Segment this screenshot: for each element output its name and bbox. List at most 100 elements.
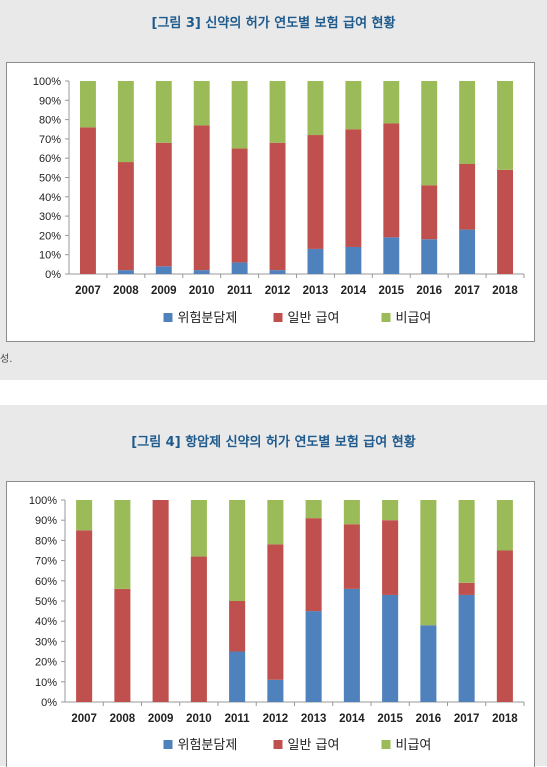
chart4-bar-2011-s0 bbox=[229, 651, 246, 702]
figure-3-chart: 0% 10% 20% 30% 40% 50% 60% 70% 80% 90% 100% 2007 200… bbox=[6, 62, 535, 342]
chart3-bar-2008-s0 bbox=[117, 270, 134, 274]
chart4-bar-2012-s0 bbox=[267, 679, 284, 702]
chart4-legend-swatch bbox=[381, 740, 391, 749]
chart4-bar-2016-s0 bbox=[420, 625, 437, 702]
figure-4-chart-svg: 0% 10% 20% 30% 40% 50% 60% 70% 80% 90% 100% 2007 200… bbox=[29, 495, 525, 753]
chart4-ytick-label: 100% bbox=[29, 495, 57, 507]
chart4-bar-2009-s1 bbox=[152, 500, 169, 702]
chart4-bar-2012-s2 bbox=[267, 500, 284, 545]
chart4-legend-label: 비급여 bbox=[396, 738, 432, 753]
chart3-bar-2012-s1 bbox=[269, 142, 286, 271]
chart3-bar-2016-s1 bbox=[421, 185, 438, 240]
chart3-bar-2007-s1 bbox=[79, 127, 96, 274]
chart3-legend-label: 비급여 bbox=[396, 311, 432, 326]
chart3-xtick-label: 2017 bbox=[454, 285, 480, 297]
chart3-ytick-label: 100% bbox=[33, 76, 61, 88]
figure-3-panel: [그림 3] 신약의 허가 연도별 보험 급여 현황 0% 10% 20% 30% 40… bbox=[0, 0, 547, 380]
chart4-bar-2018-s1 bbox=[496, 550, 513, 702]
chart4-xtick-label: 2018 bbox=[492, 713, 518, 725]
chart4-ytick-label: 40% bbox=[35, 616, 57, 628]
chart4-bar-2011-s2 bbox=[229, 500, 246, 601]
chart3-ytick-label: 20% bbox=[39, 230, 61, 242]
chart4-bar-2016-s2 bbox=[420, 500, 437, 626]
figure-4-title: [그림 4] 항암제 신약의 허가 연도별 보험 급여 현황 bbox=[131, 435, 416, 450]
chart3-legend-label: 위험분담제 bbox=[178, 311, 238, 326]
chart3-ytick-label: 30% bbox=[39, 211, 61, 223]
chart3-legend-swatch bbox=[381, 313, 391, 322]
chart4-bar-2007-s2 bbox=[76, 500, 93, 531]
chart3-bar-2012-s2 bbox=[269, 81, 286, 143]
chart3-ytick-label: 80% bbox=[39, 115, 61, 127]
chart4-bar-2011-s1 bbox=[229, 601, 246, 652]
chart3-xtick-label: 2011 bbox=[227, 285, 253, 297]
chart3-bar-2009-s1 bbox=[155, 142, 172, 267]
chart3-bar-2013-s1 bbox=[307, 135, 324, 249]
chart3-bar-2008-s2 bbox=[117, 81, 134, 163]
chart3-bar-2009-s2 bbox=[155, 81, 172, 143]
chart3-bar-2010-s1 bbox=[193, 125, 210, 271]
chart3-bar-2011-s0 bbox=[231, 262, 248, 274]
chart3-ytick-label: 50% bbox=[39, 173, 61, 185]
chart3-bar-2009-s0 bbox=[155, 266, 172, 274]
figure-3-source-note: 성. bbox=[0, 354, 13, 365]
chart3-bar-2017-s1 bbox=[459, 163, 476, 230]
chart4-ytick-label: 20% bbox=[35, 657, 57, 669]
chart3-xtick-label: 2014 bbox=[341, 285, 367, 297]
chart3-xtick-label: 2010 bbox=[189, 285, 215, 297]
chart4-bar-2010-s2 bbox=[190, 500, 207, 557]
chart4-ytick-label: 90% bbox=[35, 515, 57, 527]
chart4-xtick-label: 2009 bbox=[148, 713, 174, 725]
chart4-bar-2014-s1 bbox=[343, 524, 360, 589]
chart3-bar-2015-s0 bbox=[383, 237, 400, 274]
chart4-bar-2013-s1 bbox=[305, 518, 322, 612]
chart4-xtick-label: 2017 bbox=[454, 713, 480, 725]
chart3-bar-2018-s2 bbox=[497, 81, 514, 170]
chart3-legend-label: 일반 급여 bbox=[288, 311, 340, 326]
chart3-bar-2008-s1 bbox=[117, 162, 134, 271]
chart4-ytick-label: 70% bbox=[35, 556, 57, 568]
chart3-bar-2018-s1 bbox=[497, 169, 514, 274]
chart3-bar-2010-s2 bbox=[193, 81, 210, 126]
chart3-ytick-label: 10% bbox=[39, 250, 61, 262]
chart4-xtick-label: 2011 bbox=[225, 713, 251, 725]
chart3-bar-2013-s0 bbox=[307, 248, 324, 274]
chart3-bar-2014-s0 bbox=[345, 246, 362, 274]
chart4-bar-2017-s0 bbox=[458, 594, 475, 702]
chart4-bar-2015-s2 bbox=[382, 500, 399, 521]
chart4-bar-2013-s0 bbox=[305, 611, 322, 702]
chart4-ytick-label: 60% bbox=[35, 576, 57, 588]
chart4-bar-2015-s0 bbox=[382, 594, 399, 702]
chart3-xtick-label: 2008 bbox=[113, 285, 139, 297]
chart3-xtick-label: 2016 bbox=[416, 285, 442, 297]
chart3-legend-swatch bbox=[163, 313, 173, 322]
chart4-legend-label: 위험분담제 bbox=[178, 738, 238, 753]
chart3-bar-2016-s2 bbox=[421, 81, 438, 186]
chart3-xtick-label: 2013 bbox=[303, 285, 329, 297]
chart3-bar-2015-s1 bbox=[383, 123, 400, 238]
chart3-bar-2014-s1 bbox=[345, 129, 362, 247]
chart3-xtick-label: 2015 bbox=[378, 285, 404, 297]
chart4-xtick-label: 2015 bbox=[377, 713, 403, 725]
chart4-xtick-label: 2008 bbox=[110, 713, 136, 725]
chart4-bar-2007-s1 bbox=[76, 530, 93, 702]
chart3-bar-2007-s2 bbox=[79, 81, 96, 128]
chart4-xtick-label: 2016 bbox=[416, 713, 442, 725]
chart3-ytick-label: 40% bbox=[39, 192, 61, 204]
chart4-bar-2014-s2 bbox=[343, 500, 360, 525]
chart3-bar-2016-s0 bbox=[421, 239, 438, 274]
chart4-ytick-label: 30% bbox=[35, 636, 57, 648]
figure-3-title: [그림 3] 신약의 허가 연도별 보험 급여 현황 bbox=[151, 16, 396, 31]
chart4-legend-swatch bbox=[163, 740, 173, 749]
chart4-ytick-label: 50% bbox=[35, 596, 57, 608]
chart4-ytick-label: 80% bbox=[35, 535, 57, 547]
chart4-bar-2008-s2 bbox=[114, 500, 131, 589]
chart3-xtick-label: 2018 bbox=[492, 285, 518, 297]
chart4-bar-2008-s1 bbox=[114, 588, 131, 702]
chart3-ytick-label: 90% bbox=[39, 95, 61, 107]
chart3-ytick-label: 70% bbox=[39, 134, 61, 146]
chart4-legend-label: 일반 급여 bbox=[288, 738, 340, 753]
chart4-bar-2018-s2 bbox=[496, 500, 513, 551]
chart3-bar-2017-s2 bbox=[459, 81, 476, 164]
chart3-bar-2013-s2 bbox=[307, 81, 324, 136]
chart4-legend-swatch bbox=[273, 740, 283, 749]
